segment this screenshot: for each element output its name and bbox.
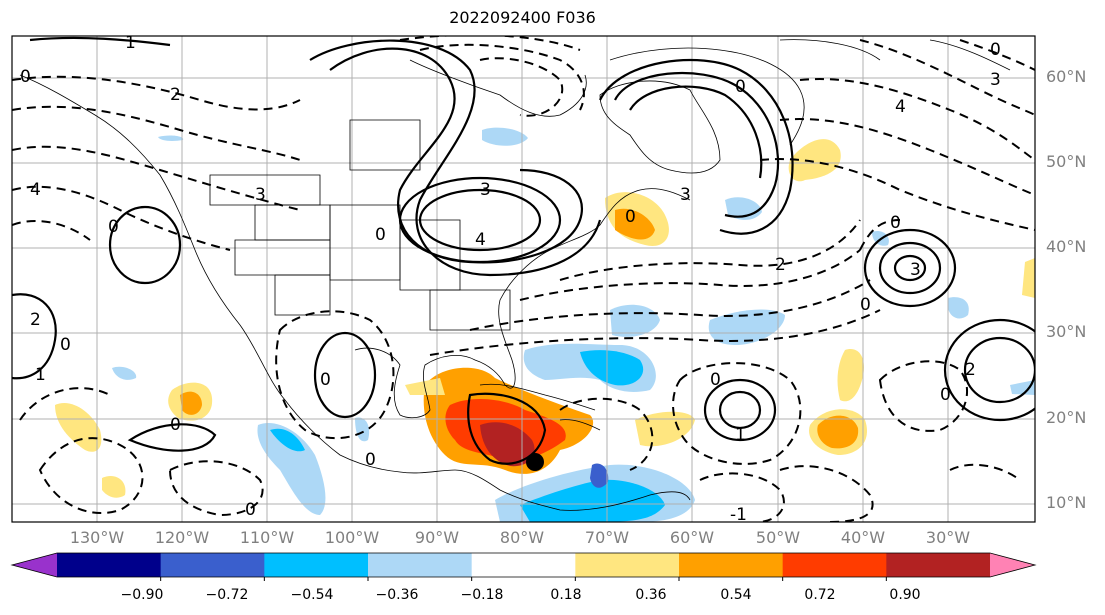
- colorbar-segment: [886, 553, 991, 577]
- colorbar-tick-label: 0.90: [889, 587, 921, 603]
- contour-label: 0: [365, 450, 376, 470]
- contour-label: 0: [20, 67, 31, 87]
- lon-label: 90°W: [414, 528, 460, 547]
- contour-label: 0: [990, 40, 1001, 60]
- lat-label: 60°N: [1046, 67, 1087, 86]
- shading-layer: [55, 127, 1035, 522]
- contour-labels: 1 0 2 4 3 0 2 0 1 0 0 0 0 3 4 0 0 3 0 2 …: [20, 33, 1001, 525]
- colorbar-segment: [368, 553, 473, 577]
- contour-label: -1: [730, 505, 747, 525]
- contour-label: 3: [910, 260, 921, 280]
- colorbar-tick-label: −0.72: [205, 587, 249, 603]
- contour-label: 0: [108, 217, 119, 237]
- contour-label: 4: [475, 230, 486, 250]
- colorbar: [10, 552, 1037, 581]
- colorbar-segment: [575, 553, 680, 577]
- contour-label: 0: [375, 225, 386, 245]
- colorbar-tick-label: 0.72: [804, 587, 836, 603]
- lon-label: 60°W: [669, 528, 715, 547]
- contour-label: 1: [35, 365, 46, 385]
- lon-label: 70°W: [584, 528, 630, 547]
- colorbar-segment: [264, 553, 369, 577]
- lon-label: 40°W: [840, 528, 886, 547]
- colorbar-segment: [782, 553, 887, 577]
- contour-label: 0: [860, 295, 871, 315]
- contour-label: 3: [990, 70, 1001, 90]
- map-title: 2022092400 F036: [449, 8, 596, 27]
- colorbar-segment: [471, 553, 576, 577]
- map-frame: [11, 35, 1036, 523]
- contour-label: 0: [170, 415, 181, 435]
- contour-label: 2: [775, 255, 786, 275]
- negative-contours: [12, 36, 1035, 522]
- lon-label: 50°W: [755, 528, 801, 547]
- contour-label: 0: [890, 213, 901, 233]
- contour-label: 4: [895, 97, 906, 117]
- colorbar-tick-label: 0.54: [720, 587, 752, 603]
- contour-label: 2: [30, 310, 41, 330]
- lat-label: 30°N: [1046, 322, 1087, 341]
- lon-label: 30°W: [925, 528, 971, 547]
- contour-label: 1: [125, 33, 136, 53]
- lon-label: 110°W: [239, 528, 295, 547]
- lat-label: 10°N: [1046, 493, 1087, 512]
- lat-label: 20°N: [1046, 408, 1087, 427]
- colorbar-extend-high: [990, 553, 1035, 577]
- colorbar-tick-label: −0.36: [375, 587, 419, 603]
- contour-label: 3: [480, 180, 491, 200]
- contour-label: 0: [625, 207, 636, 227]
- lat-label: 50°N: [1046, 152, 1087, 171]
- contour-label: 3: [680, 185, 691, 205]
- contour-label: 0: [940, 385, 951, 405]
- contour-label: 0: [710, 370, 721, 390]
- colorbar-outline: [10, 552, 1037, 578]
- contour-label: 3: [255, 185, 266, 205]
- colorbar-tick-label: −0.54: [290, 587, 334, 603]
- contour-label: 0: [735, 77, 746, 97]
- colorbar-segment: [160, 553, 265, 577]
- lat-label: 40°N: [1046, 237, 1087, 256]
- colorbar-segment: [57, 553, 162, 577]
- colorbar-tick-label: −0.90: [120, 587, 164, 603]
- colorbar-tick-label: 0.36: [635, 587, 667, 603]
- storm-center-marker: [526, 453, 544, 471]
- colorbar-tick-label: −0.18: [460, 587, 504, 603]
- lon-label: 120°W: [154, 528, 210, 547]
- contour-label: 0: [60, 335, 71, 355]
- contour-label: 1: [735, 425, 746, 445]
- contour-label: 0: [320, 370, 331, 390]
- contour-label: 0: [245, 500, 256, 520]
- colorbar-tick-label: 0.18: [550, 587, 582, 603]
- colorbar-extend-low: [12, 553, 57, 577]
- map-content: [12, 36, 1035, 522]
- contour-label: 2: [170, 85, 181, 105]
- contour-label: 4: [30, 180, 41, 200]
- lon-label: 130°W: [69, 528, 125, 547]
- positive-contours: [12, 36, 1035, 465]
- lon-label: 100°W: [324, 528, 380, 547]
- contour-label: 2: [965, 360, 976, 380]
- gridlines: [12, 36, 1035, 522]
- lon-label: 80°W: [499, 528, 545, 547]
- colorbar-segment: [679, 553, 784, 577]
